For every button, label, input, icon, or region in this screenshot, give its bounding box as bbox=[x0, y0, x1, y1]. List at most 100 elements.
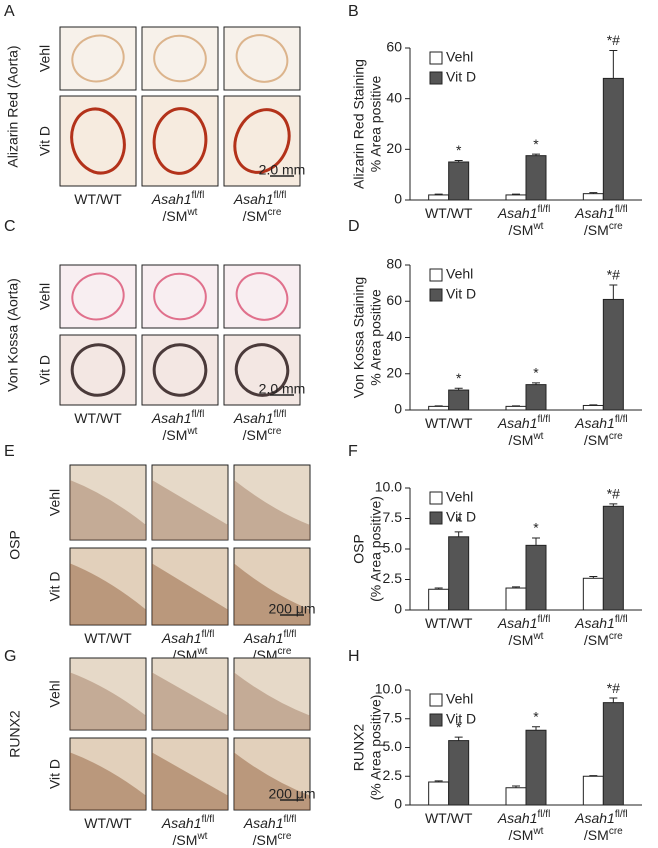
bar bbox=[428, 588, 450, 611]
panel-letter: D bbox=[348, 218, 360, 235]
y-axis-label: RUNX2 bbox=[351, 724, 367, 772]
panel-letter: G bbox=[4, 648, 16, 665]
tissue bbox=[153, 34, 207, 83]
legend-label: Vit D bbox=[446, 509, 476, 525]
y-tick-label: 2.5 bbox=[383, 767, 403, 783]
bar bbox=[602, 702, 624, 806]
tissue bbox=[234, 343, 290, 397]
x-tick-label: WT/WT bbox=[425, 415, 473, 431]
x-tick-label: WT/WT bbox=[425, 810, 473, 826]
bar bbox=[582, 404, 604, 411]
y-tick-label: 60 bbox=[386, 292, 402, 308]
scale-bar-label: 2.0 mm bbox=[259, 162, 306, 178]
column-label: Asah1fl/fl /SMwt bbox=[151, 186, 208, 224]
tissue bbox=[70, 563, 146, 625]
row-label: Vehl bbox=[37, 45, 53, 72]
tissue bbox=[152, 480, 228, 540]
error-bar bbox=[532, 726, 540, 731]
bar bbox=[602, 77, 624, 201]
error-bar bbox=[434, 587, 443, 590]
column-label: Asah1fl/fl /SMcre bbox=[233, 186, 290, 224]
micrograph bbox=[151, 657, 229, 731]
legend-label: Vehl bbox=[446, 691, 473, 707]
y-tick-label: 20 bbox=[386, 140, 402, 156]
legend-label: Vehl bbox=[446, 266, 473, 282]
column-label: WT/WT bbox=[74, 191, 122, 207]
micrograph bbox=[69, 547, 147, 626]
row-label: Vehl bbox=[47, 489, 63, 516]
x-tick-label: Asah1fl/fl /SMcre bbox=[574, 805, 631, 843]
tissue bbox=[71, 272, 125, 321]
y-tick-label: 2.5 bbox=[383, 570, 403, 586]
significance: * bbox=[456, 142, 462, 158]
y-tick-label: 5.0 bbox=[383, 540, 403, 556]
micrograph bbox=[223, 26, 301, 91]
bar bbox=[448, 536, 470, 611]
bar bbox=[428, 781, 450, 806]
scale-bar-label: 200 μm bbox=[269, 786, 316, 802]
bar bbox=[505, 787, 527, 806]
x-tick-label: Asah1fl/fl /SMcre bbox=[574, 610, 631, 648]
legend-swatch bbox=[429, 51, 443, 65]
error-bar bbox=[454, 159, 463, 162]
tissue bbox=[235, 34, 289, 83]
error-bar bbox=[589, 192, 598, 194]
panel-letter: F bbox=[348, 443, 358, 460]
error-bar bbox=[532, 537, 540, 546]
error-bar bbox=[589, 575, 598, 579]
y-axis-label: Alizarin Red Staining bbox=[351, 59, 367, 189]
row-label: Vit D bbox=[47, 759, 63, 789]
column-label: Asah1fl/fl /SMcre bbox=[243, 625, 300, 663]
column-label: WT/WT bbox=[74, 410, 122, 426]
error-bar bbox=[609, 284, 618, 300]
y-tick-label: 7.5 bbox=[383, 709, 403, 725]
micrograph bbox=[233, 464, 311, 541]
error-bar bbox=[609, 50, 618, 79]
x-tick-label: Asah1fl/fl /SMwt bbox=[497, 805, 554, 843]
significance: *# bbox=[607, 32, 620, 48]
y-tick-label: 7.5 bbox=[383, 509, 403, 525]
error-bar bbox=[454, 531, 463, 537]
tissue bbox=[70, 107, 126, 175]
tissue bbox=[153, 272, 207, 321]
error-bar bbox=[532, 153, 540, 156]
stain-label: Alizarin Red (Aorta) bbox=[5, 45, 21, 167]
error-bar bbox=[512, 785, 520, 788]
bar bbox=[448, 389, 470, 411]
scale-bar-label: 2.0 mm bbox=[259, 381, 306, 397]
micrograph bbox=[151, 547, 229, 626]
bar bbox=[602, 298, 624, 411]
bar bbox=[505, 587, 527, 611]
bar bbox=[448, 740, 470, 806]
tissue bbox=[152, 752, 228, 810]
tissue bbox=[70, 343, 126, 397]
stain-label: Von Kossa (Aorta) bbox=[5, 278, 21, 392]
legend-swatch bbox=[429, 511, 443, 525]
stain-label: OSP bbox=[7, 530, 23, 560]
bar bbox=[505, 405, 527, 411]
y-tick-label: 0 bbox=[394, 401, 402, 417]
scale-bar-label: 200 μm bbox=[269, 601, 316, 617]
bar bbox=[582, 775, 604, 806]
y-axis-label: % Area positive bbox=[368, 76, 384, 173]
bar bbox=[428, 405, 450, 411]
tissue bbox=[234, 752, 310, 810]
x-tick-label: WT/WT bbox=[425, 205, 473, 221]
micrograph bbox=[223, 264, 301, 329]
y-axis-label: OSP bbox=[351, 534, 367, 564]
legend-label: Vit D bbox=[446, 286, 476, 302]
tissue bbox=[152, 107, 208, 175]
panel-letter: B bbox=[348, 3, 359, 20]
x-tick-label: Asah1fl/fl /SMcre bbox=[574, 410, 631, 448]
row-label: Vehl bbox=[47, 680, 63, 707]
error-bar bbox=[434, 405, 443, 407]
y-axis-label: % Area positive bbox=[368, 289, 384, 386]
error-bar bbox=[434, 780, 443, 782]
column-label: Asah1fl/fl /SMcre bbox=[233, 405, 290, 443]
tissue bbox=[70, 752, 146, 810]
bar bbox=[525, 155, 547, 201]
significance: *# bbox=[607, 486, 620, 502]
row-label: Vit D bbox=[37, 126, 53, 156]
significance: * bbox=[456, 370, 462, 386]
legend-swatch bbox=[429, 491, 443, 505]
